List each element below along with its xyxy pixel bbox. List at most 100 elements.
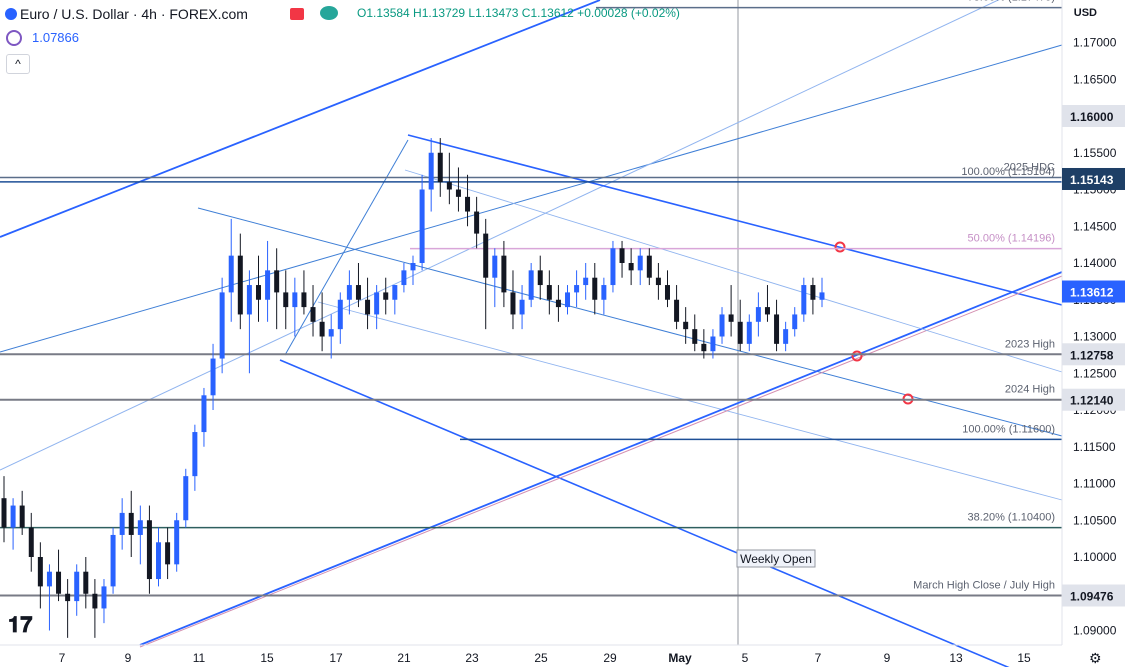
currency-selector[interactable]: USD	[1073, 7, 1097, 19]
candle-body	[537, 270, 543, 286]
candle-body	[546, 285, 552, 300]
candle-body	[565, 292, 571, 308]
candle-body	[265, 270, 271, 300]
euro-flag-icon	[5, 8, 17, 20]
tradingview-logo-icon[interactable]: 𝟏𝟕	[8, 612, 33, 637]
candle-body	[10, 505, 16, 528]
candle-body	[337, 299, 343, 330]
price-tag-bg	[1062, 167, 1125, 190]
candle-body	[583, 277, 589, 286]
symbol-title[interactable]: Euro / U.S. Dollar · 4h · FOREX.com	[20, 6, 248, 22]
level-label: 100.00% (1.11600)	[962, 423, 1055, 435]
candle-body	[764, 307, 770, 315]
candle-body	[492, 255, 498, 278]
candle-body	[201, 395, 207, 433]
time-tick-label: 21	[397, 651, 411, 665]
candle-body	[528, 270, 534, 300]
flag-icon[interactable]	[290, 8, 304, 20]
candle-body	[646, 255, 652, 278]
level-label: March High Close / July High	[913, 580, 1055, 592]
candles	[1, 138, 825, 638]
candle-body	[710, 336, 716, 352]
indicator-icon[interactable]	[6, 30, 22, 46]
target-marker-icon	[834, 241, 846, 253]
candle-body	[310, 307, 316, 322]
candle-body	[637, 255, 643, 271]
candle-body	[1, 498, 7, 528]
candle-body	[28, 527, 34, 557]
price-tag: 1.12758	[1070, 348, 1114, 362]
candle-body	[137, 520, 143, 535]
candle-body	[383, 292, 389, 300]
price-tick-label: 1.14000	[1073, 256, 1117, 270]
candle-body	[801, 285, 807, 315]
candle-body	[355, 285, 361, 300]
candle-body	[792, 314, 798, 330]
candle-body	[655, 277, 661, 286]
candle-body	[683, 321, 689, 330]
candle-body	[474, 211, 480, 234]
time-tick-label: 9	[125, 651, 132, 665]
time-tick-label: 25	[534, 651, 548, 665]
trend-line	[0, 0, 1000, 471]
candle-body	[346, 285, 352, 300]
candle-body	[46, 571, 52, 587]
candle-body	[574, 285, 580, 293]
time-tick-label: 15	[1017, 651, 1031, 665]
trend-line	[0, 44, 1063, 353]
price-tick-label: 1.15500	[1073, 146, 1117, 160]
candle-body	[555, 299, 561, 308]
candle-body	[419, 189, 425, 263]
candle-body	[74, 571, 80, 602]
candle-body	[101, 586, 107, 609]
price-tag: 1.15143	[1070, 173, 1114, 187]
candle-body	[183, 476, 189, 521]
candle-body	[92, 593, 98, 609]
time-tick-label: 7	[59, 651, 66, 665]
candle-body	[165, 542, 171, 565]
candle-body	[65, 593, 71, 602]
price-tick-label: 1.17000	[1073, 36, 1117, 50]
candle-body	[774, 314, 780, 344]
trend-lines	[0, 0, 1063, 667]
eye-icon[interactable]	[320, 6, 338, 20]
level-label: 2024 High	[1005, 384, 1055, 396]
trend-line	[139, 275, 1063, 648]
ohlc-readout: O1.13584 H1.13729 L1.13473 C1.13612 +0.0…	[357, 6, 680, 20]
candle-body	[283, 292, 289, 308]
candle-body	[810, 285, 816, 300]
time-tick-label: 11	[193, 651, 206, 665]
candle-body	[328, 329, 334, 337]
candle-body	[237, 255, 243, 315]
candle-body	[610, 248, 616, 286]
candle-body	[783, 329, 789, 344]
level-label: 2025 HDC	[1004, 161, 1055, 173]
candle-body	[719, 314, 725, 337]
trend-line	[404, 169, 1063, 373]
candle-body	[737, 321, 743, 344]
trend-line	[407, 134, 1063, 306]
candle-body	[510, 292, 516, 315]
candle-body	[428, 152, 434, 190]
candle-body	[664, 285, 670, 300]
price-tag-bg	[1062, 584, 1125, 607]
last-price-tag: 1.13612	[1070, 286, 1114, 300]
candle-body	[374, 292, 380, 315]
candle-body	[365, 299, 371, 315]
price-tag-bg	[1062, 343, 1125, 366]
time-tick-label: 7	[815, 651, 822, 665]
collapse-legend-button[interactable]: ^	[6, 54, 30, 74]
gear-icon[interactable]: ⚙	[1089, 650, 1102, 666]
level-label: 2023 High	[1005, 338, 1055, 350]
target-marker-icon	[851, 350, 863, 362]
candle-body	[174, 520, 180, 565]
time-axis: 7 9 11 15 17 21 23 25 29 May 5 7 9 13 15	[0, 644, 1062, 665]
candle-body	[819, 292, 825, 300]
trend-line	[197, 207, 1063, 437]
time-tick-label: May	[668, 651, 692, 665]
candle-body	[437, 152, 443, 183]
candle-body	[255, 285, 261, 300]
level-label: 78.60% (1.17475)	[968, 0, 1055, 4]
candle-body	[319, 321, 325, 337]
